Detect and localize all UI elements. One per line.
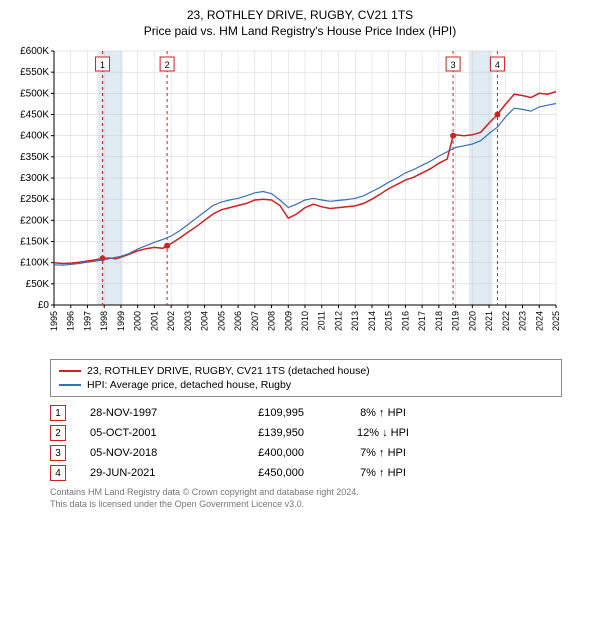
- marker-price: £400,000: [224, 447, 304, 459]
- marker-table: 1 28-NOV-1997 £109,995 8% ↑ HPI 2 05-OCT-2001…: [50, 403, 562, 483]
- footer-line-2: This data is licensed under the Open Gov…: [50, 499, 562, 511]
- marker-relation: 8% ↑ HPI: [328, 407, 438, 419]
- svg-text:£550K: £550K: [20, 67, 49, 78]
- svg-text:1996: 1996: [66, 311, 76, 331]
- svg-text:2009: 2009: [283, 311, 293, 331]
- line-chart-svg: £0 £50K £100K £150K £200K £250K £300K £350K £400…: [8, 45, 568, 355]
- svg-text:£300K: £300K: [20, 173, 49, 184]
- svg-text:2017: 2017: [417, 311, 427, 331]
- marker-relation: 7% ↑ HPI: [328, 447, 438, 459]
- svg-text:2025: 2025: [551, 311, 561, 331]
- svg-text:2008: 2008: [267, 311, 277, 331]
- marker-row: 4 29-JUN-2021 £450,000 7% ↑ HPI: [50, 463, 562, 483]
- marker-date: 05-NOV-2018: [90, 447, 200, 459]
- svg-text:2020: 2020: [467, 311, 477, 331]
- svg-text:2016: 2016: [400, 311, 410, 331]
- svg-text:£600K: £600K: [20, 46, 49, 57]
- chart-title-1: 23, ROTHLEY DRIVE, RUGBY, CV21 1TS: [8, 8, 592, 24]
- chart-plot-area: £0 £50K £100K £150K £200K £250K £300K £350K £400…: [8, 45, 592, 355]
- svg-text:£150K: £150K: [20, 237, 49, 248]
- svg-text:2019: 2019: [451, 311, 461, 331]
- marker-date: 28-NOV-1997: [90, 407, 200, 419]
- marker-badge: 2: [50, 425, 66, 441]
- chart-card: 23, ROTHLEY DRIVE, RUGBY, CV21 1TS Price…: [0, 0, 600, 620]
- marker-price: £109,995: [224, 407, 304, 419]
- marker-price: £450,000: [224, 467, 304, 479]
- marker-relation: 7% ↑ HPI: [328, 467, 438, 479]
- legend-box: 23, ROTHLEY DRIVE, RUGBY, CV21 1TS (deta…: [50, 359, 562, 397]
- svg-text:2011: 2011: [317, 311, 327, 330]
- svg-text:2010: 2010: [300, 311, 310, 331]
- marker-price: £139,950: [224, 427, 304, 439]
- footer-line-1: Contains HM Land Registry data © Crown c…: [50, 487, 562, 499]
- svg-text:2003: 2003: [183, 311, 193, 331]
- svg-text:£0: £0: [38, 300, 50, 311]
- footer-note: Contains HM Land Registry data © Crown c…: [50, 487, 562, 510]
- marker-date: 29-JUN-2021: [90, 467, 200, 479]
- marker-row: 3 05-NOV-2018 £400,000 7% ↑ HPI: [50, 443, 562, 463]
- svg-text:2007: 2007: [250, 311, 260, 331]
- marker-badge: 3: [50, 445, 66, 461]
- svg-text:£200K: £200K: [20, 216, 49, 227]
- svg-text:1997: 1997: [82, 311, 92, 331]
- svg-text:2022: 2022: [501, 311, 511, 331]
- svg-text:2018: 2018: [434, 311, 444, 331]
- svg-text:2013: 2013: [350, 311, 360, 331]
- legend-label: HPI: Average price, detached house, Rugb…: [87, 379, 291, 391]
- svg-text:2000: 2000: [133, 311, 143, 331]
- svg-text:2015: 2015: [384, 311, 394, 331]
- svg-text:2005: 2005: [216, 311, 226, 331]
- svg-text:2001: 2001: [149, 311, 159, 331]
- svg-text:£400K: £400K: [20, 131, 49, 142]
- svg-text:4: 4: [495, 60, 500, 70]
- svg-text:2006: 2006: [233, 311, 243, 331]
- svg-text:£500K: £500K: [20, 89, 49, 100]
- legend-item: HPI: Average price, detached house, Rugb…: [59, 378, 553, 392]
- svg-text:£50K: £50K: [26, 279, 50, 290]
- svg-text:£350K: £350K: [20, 152, 49, 163]
- marker-row: 2 05-OCT-2001 £139,950 12% ↓ HPI: [50, 423, 562, 443]
- marker-badge: 1: [50, 405, 66, 421]
- marker-date: 05-OCT-2001: [90, 427, 200, 439]
- svg-text:£250K: £250K: [20, 194, 49, 205]
- svg-text:£450K: £450K: [20, 110, 49, 121]
- marker-row: 1 28-NOV-1997 £109,995 8% ↑ HPI: [50, 403, 562, 423]
- svg-text:2004: 2004: [200, 311, 210, 331]
- svg-text:1998: 1998: [99, 311, 109, 331]
- svg-text:3: 3: [451, 60, 456, 70]
- legend-item: 23, ROTHLEY DRIVE, RUGBY, CV21 1TS (deta…: [59, 364, 553, 378]
- svg-text:1995: 1995: [49, 311, 59, 331]
- legend-swatch: [59, 384, 81, 386]
- marker-relation: 12% ↓ HPI: [328, 427, 438, 439]
- svg-text:2002: 2002: [166, 311, 176, 331]
- svg-text:1: 1: [100, 60, 105, 70]
- svg-text:2023: 2023: [518, 311, 528, 331]
- legend-label: 23, ROTHLEY DRIVE, RUGBY, CV21 1TS (deta…: [87, 365, 370, 377]
- svg-text:2024: 2024: [534, 311, 544, 331]
- svg-text:£100K: £100K: [20, 258, 49, 269]
- svg-text:2012: 2012: [333, 311, 343, 331]
- svg-text:2: 2: [165, 60, 170, 70]
- chart-title-2: Price paid vs. HM Land Registry's House …: [8, 24, 592, 40]
- svg-text:2014: 2014: [367, 311, 377, 331]
- svg-text:1999: 1999: [116, 311, 126, 331]
- marker-badge: 4: [50, 465, 66, 481]
- legend-swatch: [59, 370, 81, 372]
- svg-text:2021: 2021: [484, 311, 494, 331]
